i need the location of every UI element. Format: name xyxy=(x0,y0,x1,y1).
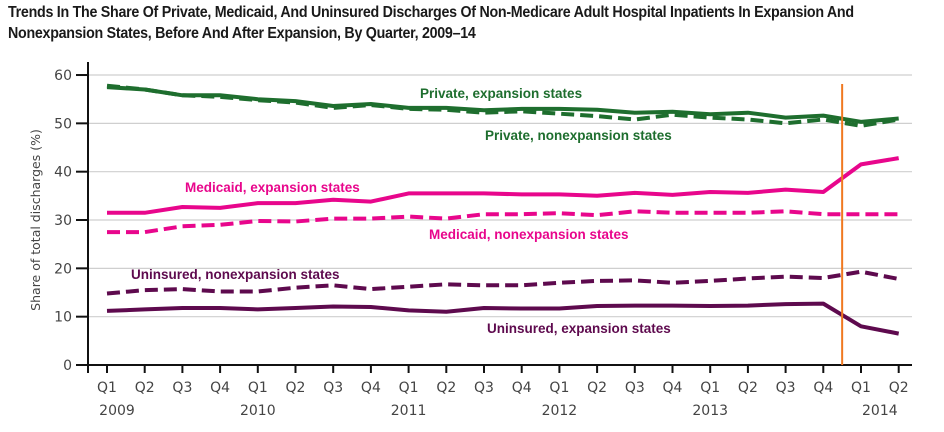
chart-title: Trends In The Share Of Private, Medicaid… xyxy=(8,4,854,42)
y-tick-label: 10 xyxy=(54,310,72,326)
x-axis: Q1 Q2 Q3 Q4 Q1 Q2 Q3 Q4 Q1 Q2 Q3 Q4 Q1 Q2 Q3 Q4 Q1 Q2 Q3 Q4… xyxy=(87,364,912,419)
x-tick-label: Q2 xyxy=(135,380,155,396)
x-tick-label: Q1 xyxy=(399,380,419,396)
x-tick-label: Q4 xyxy=(210,380,230,396)
x-tick-label: Q3 xyxy=(625,380,645,396)
series-line-uninsured-expansion-states xyxy=(106,301,900,336)
x-tick-label: Q3 xyxy=(474,380,494,396)
y-tick-label: 30 xyxy=(54,213,72,229)
year-label: 2012 xyxy=(542,403,578,419)
y-tick-label: 60 xyxy=(54,68,72,84)
year-label: 2014 xyxy=(862,403,898,419)
y-tick-label: 0 xyxy=(63,358,72,374)
year-label: 2009 xyxy=(99,403,135,419)
series-label: Uninsured, nonexpansion states xyxy=(131,267,340,282)
x-tick-label: Q3 xyxy=(323,380,343,396)
x-tick-label: Q2 xyxy=(286,380,306,396)
x-tick-label: Q1 xyxy=(700,380,720,396)
series-line-private-expansion-states xyxy=(106,85,899,124)
series-label: Private, nonexpansion states xyxy=(485,128,672,143)
series-line-medicaid-expansion-states xyxy=(107,156,900,215)
series-label: Uninsured, expansion states xyxy=(487,321,671,336)
year-label: 2011 xyxy=(391,403,427,419)
y-tick-label: 40 xyxy=(54,165,72,181)
x-tick-label: Q3 xyxy=(776,380,796,396)
x-tick-label: Q2 xyxy=(436,380,456,396)
x-tick-label: Q2 xyxy=(889,380,909,396)
x-tick-label: Q4 xyxy=(512,380,532,396)
series-labels: Private, expansion states Private, nonexp… xyxy=(131,86,672,336)
x-tick-label: Q1 xyxy=(248,380,268,396)
x-tick-label: Q3 xyxy=(172,380,192,396)
gridlines xyxy=(88,74,912,318)
x-tick-label: Q4 xyxy=(361,380,381,396)
series-lines xyxy=(106,83,900,336)
year-label: 2010 xyxy=(240,403,276,419)
y-axis: 0 10 20 30 40 50 60 xyxy=(54,62,89,374)
x-tick-label: Q1 xyxy=(549,380,569,396)
y-axis-label: Share of total discharges (%) xyxy=(28,129,43,311)
x-tick-label: Q2 xyxy=(738,380,758,396)
y-tick-label: 20 xyxy=(54,261,72,277)
x-tick-label: Q1 xyxy=(97,380,117,396)
series-label: Medicaid, nonexpansion states xyxy=(429,227,629,242)
y-tick-label: 50 xyxy=(54,116,72,132)
x-tick-label: Q1 xyxy=(851,380,871,396)
x-tick-label: Q2 xyxy=(587,380,607,396)
x-tick-label: Q4 xyxy=(813,380,833,396)
x-tick-label: Q4 xyxy=(663,380,683,396)
series-label: Medicaid, expansion states xyxy=(185,180,360,195)
year-label: 2013 xyxy=(692,403,728,419)
series-label: Private, expansion states xyxy=(420,86,582,101)
